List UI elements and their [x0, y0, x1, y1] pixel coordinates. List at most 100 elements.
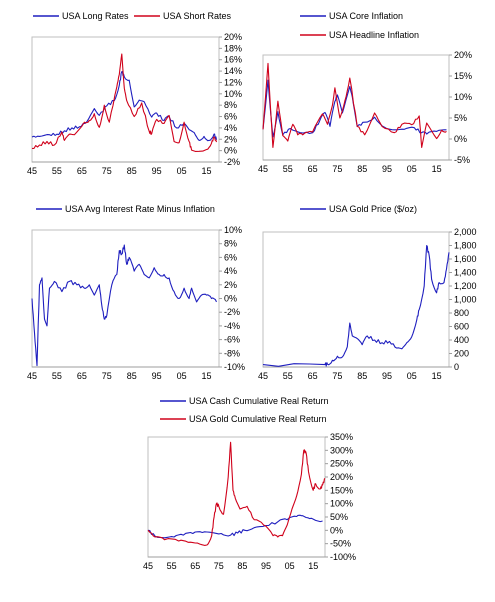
x-tick-label: 85 — [357, 164, 367, 174]
y-tick-label: 150% — [330, 485, 353, 495]
y-tick-label: 250% — [330, 459, 353, 469]
x-tick-label: 15 — [432, 164, 442, 174]
x-tick-label: 85 — [127, 371, 137, 381]
chart-5: 45 55 65 75 85 95 05 15 -100% -50% 0% 50% 100% 150% 20… — [143, 396, 356, 571]
y-tick-label: 400 — [454, 335, 469, 345]
legend-label: USA Short Rates — [163, 11, 232, 21]
x-tick-label: 75 — [332, 371, 342, 381]
x-tick-label: 55 — [283, 164, 293, 174]
x-tick-label: 85 — [237, 561, 247, 571]
series-line-1 — [31, 70, 218, 142]
y-tick-label: 1,600 — [454, 254, 477, 264]
y-tick-label: 350% — [330, 432, 353, 442]
y-tick-label: 4% — [224, 123, 237, 133]
y-tick-label: 2% — [224, 280, 237, 290]
y-tick-label: -5% — [454, 155, 470, 165]
x-tick-label: 15 — [308, 561, 318, 571]
legend-label: USA Gold Price ($/oz) — [329, 204, 417, 214]
y-tick-label: 200% — [330, 472, 353, 482]
series-line-2 — [147, 441, 326, 546]
x-tick-label: 95 — [382, 371, 392, 381]
x-tick-label: 45 — [27, 166, 37, 176]
x-tick-label: 45 — [258, 164, 268, 174]
chart-1: 45 55 65 75 85 95 05 15 -2%0% 2%4%6% 8%10% 12%14%16… — [27, 11, 242, 176]
y-tick-label: 0% — [224, 294, 237, 304]
x-tick-label: 95 — [261, 561, 271, 571]
legend-label: USA Headline Inflation — [329, 30, 419, 40]
y-tick-label: 20% — [224, 32, 242, 42]
series-line-1 — [31, 244, 217, 367]
series-line-2 — [262, 62, 447, 148]
x-tick-label: 65 — [308, 164, 318, 174]
y-tick-label: -6% — [224, 335, 240, 345]
y-tick-label: 100% — [330, 499, 353, 509]
legend-label: USA Avg Interest Rate Minus Inflation — [65, 204, 215, 214]
y-tick-label: -50% — [330, 539, 351, 549]
y-tick-label: 4% — [224, 266, 237, 276]
x-tick-label: 05 — [407, 164, 417, 174]
x-tick-label: 45 — [258, 371, 268, 381]
x-tick-label: 55 — [167, 561, 177, 571]
y-tick-label: 0% — [224, 146, 237, 156]
y-tick-label: 10% — [224, 89, 242, 99]
y-tick-label: 10% — [224, 225, 242, 235]
x-tick-label: 95 — [152, 371, 162, 381]
legend-label: USA Gold Cumulative Real Return — [189, 414, 327, 424]
y-tick-label: 300% — [330, 445, 353, 455]
y-tick-label: 12% — [224, 77, 242, 87]
series-line-1 — [262, 244, 450, 367]
x-tick-label: 65 — [77, 166, 87, 176]
y-tick-label: 2% — [224, 134, 237, 144]
y-tick-label: -100% — [330, 552, 356, 562]
chart-2: 45 55 65 75 85 95 05 15 -5% 0% 5% 10% 15% 20% USA Core… — [258, 11, 472, 174]
y-tick-label: 2,000 — [454, 227, 477, 237]
x-tick-label: 15 — [202, 166, 212, 176]
y-tick-label: 50% — [330, 512, 348, 522]
y-tick-label: 14% — [224, 66, 242, 76]
x-tick-label: 75 — [214, 561, 224, 571]
chart-4: 45 55 65 75 85 95 05 15 0 200 400 600 800 1,000 1,200 1… — [258, 204, 477, 381]
x-tick-label: 65 — [308, 371, 318, 381]
x-tick-label: 95 — [382, 164, 392, 174]
y-tick-label: 800 — [454, 308, 469, 318]
series-line-1 — [147, 514, 323, 539]
y-tick-label: -10% — [224, 362, 245, 372]
plot-frame — [31, 229, 220, 368]
y-tick-label: 1,800 — [454, 241, 477, 251]
x-tick-label: 55 — [52, 166, 62, 176]
y-tick-label: 20% — [454, 50, 472, 60]
y-tick-label: 18% — [224, 43, 242, 53]
legend-label: USA Cash Cumulative Real Return — [189, 396, 329, 406]
x-tick-label: 15 — [432, 371, 442, 381]
y-tick-label: 600 — [454, 322, 469, 332]
x-tick-label: 45 — [27, 371, 37, 381]
x-tick-label: 05 — [285, 561, 295, 571]
x-tick-label: 85 — [357, 371, 367, 381]
y-tick-label: -2% — [224, 307, 240, 317]
y-tick-label: 0% — [454, 134, 467, 144]
x-tick-label: 05 — [177, 166, 187, 176]
x-tick-label: 05 — [407, 371, 417, 381]
x-tick-label: 55 — [52, 371, 62, 381]
x-tick-label: 85 — [127, 166, 137, 176]
y-tick-label: -4% — [224, 321, 240, 331]
plot-frame — [31, 36, 220, 163]
y-tick-label: 1,400 — [454, 268, 477, 278]
x-tick-label: 65 — [77, 371, 87, 381]
x-tick-label: 75 — [332, 164, 342, 174]
y-tick-label: 8% — [224, 100, 237, 110]
y-tick-label: 6% — [224, 112, 237, 122]
y-tick-label: 10% — [454, 92, 472, 102]
x-tick-label: 65 — [190, 561, 200, 571]
legend-label: USA Core Inflation — [329, 11, 403, 21]
y-tick-label: 200 — [454, 349, 469, 359]
x-tick-label: 45 — [143, 561, 153, 571]
y-tick-label: -8% — [224, 348, 240, 358]
legend-label: USA Long Rates — [62, 11, 129, 21]
y-tick-label: 15% — [454, 71, 472, 81]
x-tick-label: 05 — [177, 371, 187, 381]
y-tick-label: 1,000 — [454, 295, 477, 305]
x-tick-label: 75 — [102, 371, 112, 381]
series-line-1 — [262, 79, 447, 138]
